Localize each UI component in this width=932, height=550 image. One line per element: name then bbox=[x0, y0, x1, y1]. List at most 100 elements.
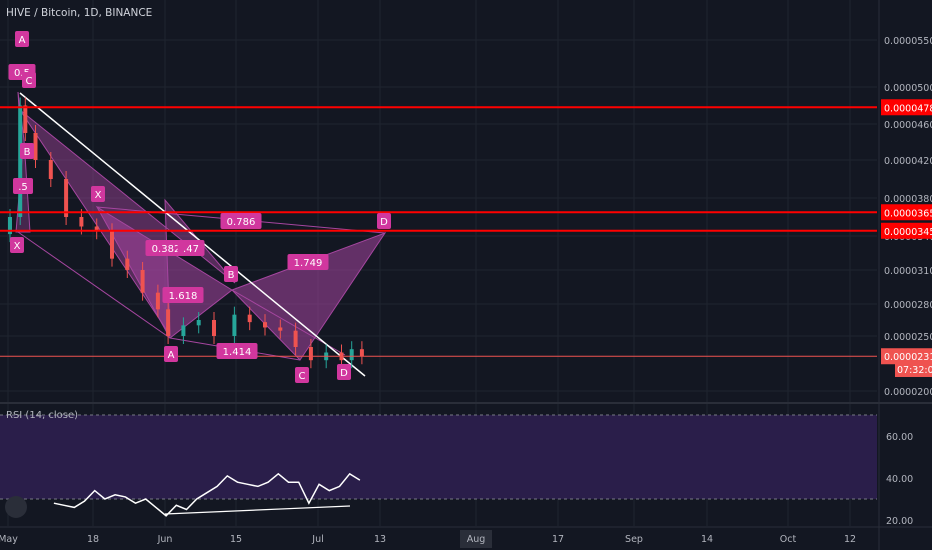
candle-body bbox=[196, 320, 201, 326]
candle-body bbox=[181, 325, 186, 336]
pattern-label-bg bbox=[337, 364, 351, 380]
pattern-label-bg bbox=[162, 287, 204, 303]
candle-body bbox=[212, 320, 216, 336]
pattern-label-bg bbox=[224, 266, 238, 282]
pattern-main-shape bbox=[19, 109, 236, 337]
candle-body bbox=[263, 322, 267, 328]
rsi-label: RSI (14, close) bbox=[6, 410, 79, 421]
price-tick-label: 0.00004600 bbox=[884, 120, 932, 131]
pattern-label-bg bbox=[377, 213, 391, 229]
pattern-label: A bbox=[19, 35, 26, 46]
pattern-bcd-shape bbox=[231, 231, 387, 361]
time-tick-label: Jul bbox=[311, 534, 323, 545]
price-tick-label: 0.00004200 bbox=[884, 156, 932, 167]
price-tick-label: 0.00005500 bbox=[884, 36, 932, 47]
pattern-label-bg bbox=[177, 240, 205, 256]
time-tick-label: 15 bbox=[230, 534, 242, 545]
time-tick-label: Aug bbox=[467, 534, 486, 545]
pattern-label-bg bbox=[20, 143, 34, 159]
candle-body bbox=[308, 347, 313, 361]
candle-body bbox=[140, 270, 145, 293]
pattern-label: X bbox=[95, 190, 102, 201]
price-tick-label: 0.00002500 bbox=[884, 332, 932, 343]
pattern-label: B bbox=[24, 147, 31, 158]
time-tick-label: 18 bbox=[87, 534, 99, 545]
candle-body bbox=[18, 105, 23, 217]
candle-body bbox=[349, 349, 354, 361]
time-tick-label: Sep bbox=[625, 534, 643, 545]
pattern-label-bg bbox=[287, 254, 329, 270]
time-tick-label: 14 bbox=[701, 534, 713, 545]
candle-body bbox=[293, 330, 298, 347]
countdown-label: 07:32:05 bbox=[897, 365, 932, 376]
pattern-label: .5 bbox=[18, 182, 28, 193]
pattern-label: 0.786 bbox=[227, 217, 256, 228]
candle-body bbox=[64, 179, 69, 217]
pattern-label: X bbox=[14, 241, 21, 252]
candle-body bbox=[23, 105, 28, 133]
pattern-label-bg bbox=[22, 72, 36, 88]
rsi-line bbox=[53, 472, 361, 517]
time-tick-label: May bbox=[0, 534, 18, 545]
candle-body bbox=[33, 133, 38, 160]
time-tick-label: Oct bbox=[780, 534, 797, 545]
pattern-label: 1.749 bbox=[294, 258, 323, 269]
candle-body bbox=[247, 314, 252, 323]
pattern-label: A bbox=[168, 350, 175, 361]
price-highlight-bg bbox=[881, 204, 932, 221]
pattern-label: C bbox=[26, 76, 33, 87]
rsi-trend-line bbox=[164, 505, 351, 515]
candle-body bbox=[110, 231, 114, 259]
time-tick-label: 17 bbox=[552, 534, 564, 545]
pattern-label: 1.618 bbox=[169, 291, 198, 302]
candle-body bbox=[278, 327, 283, 331]
candle-body bbox=[359, 349, 364, 357]
price-tick-label: 0.00003100 bbox=[884, 266, 932, 277]
tradingview-logo-icon[interactable] bbox=[5, 496, 27, 518]
time-tick-label: Jun bbox=[157, 534, 173, 545]
price-highlight-label: 0.00004781 bbox=[884, 103, 932, 114]
pattern-label: 0.5 bbox=[14, 68, 30, 79]
pattern-label-bg bbox=[91, 186, 105, 202]
rsi-tick-label: 40.00 bbox=[886, 474, 913, 485]
pattern-label-bg bbox=[10, 237, 24, 253]
candle-body bbox=[48, 160, 53, 179]
pattern-label-bg bbox=[216, 343, 258, 359]
time-tick-label: 13 bbox=[374, 534, 386, 545]
pattern-label-bg bbox=[15, 31, 29, 47]
pattern-label: 1.414 bbox=[223, 347, 252, 358]
rsi-band bbox=[0, 415, 877, 499]
price-tick-label: 0.00003800 bbox=[884, 194, 932, 205]
rsi-tick-label: 60.00 bbox=[886, 432, 913, 443]
candle-body bbox=[8, 217, 12, 235]
candle-body bbox=[166, 309, 171, 336]
pattern-label: D bbox=[380, 217, 388, 228]
price-highlight-label: 0.00002316 bbox=[884, 352, 932, 363]
price-highlight-bg bbox=[881, 348, 932, 365]
price-tick-label: 0.00005000 bbox=[884, 83, 932, 94]
pattern-label-bg bbox=[13, 178, 33, 194]
pattern-label-bg bbox=[295, 367, 309, 383]
pattern-label: C bbox=[299, 371, 306, 382]
candle-body bbox=[125, 258, 130, 270]
rsi-tick-label: 20.00 bbox=[886, 516, 913, 527]
pattern-label-bg bbox=[220, 213, 262, 229]
price-highlight-label: 0.00003455 bbox=[884, 227, 932, 238]
price-tick-label: 0.00002800 bbox=[884, 300, 932, 311]
pattern-label: D bbox=[340, 368, 348, 379]
pattern-label: 0.382 bbox=[152, 244, 181, 255]
price-highlight-bg bbox=[881, 222, 932, 239]
time-label-badge bbox=[460, 530, 492, 548]
chart-title: HIVE / Bitcoin, 1D, BINANCE bbox=[6, 7, 153, 19]
pattern-label-bg bbox=[164, 346, 178, 362]
pattern-label: .47 bbox=[183, 244, 199, 255]
time-tick-label: 12 bbox=[844, 534, 856, 545]
pattern-label: B bbox=[228, 270, 235, 281]
trend-line bbox=[19, 92, 366, 377]
candle-body bbox=[155, 292, 160, 310]
countdown-bg bbox=[895, 362, 932, 377]
candle-body bbox=[232, 314, 237, 336]
candle-body bbox=[94, 226, 99, 232]
